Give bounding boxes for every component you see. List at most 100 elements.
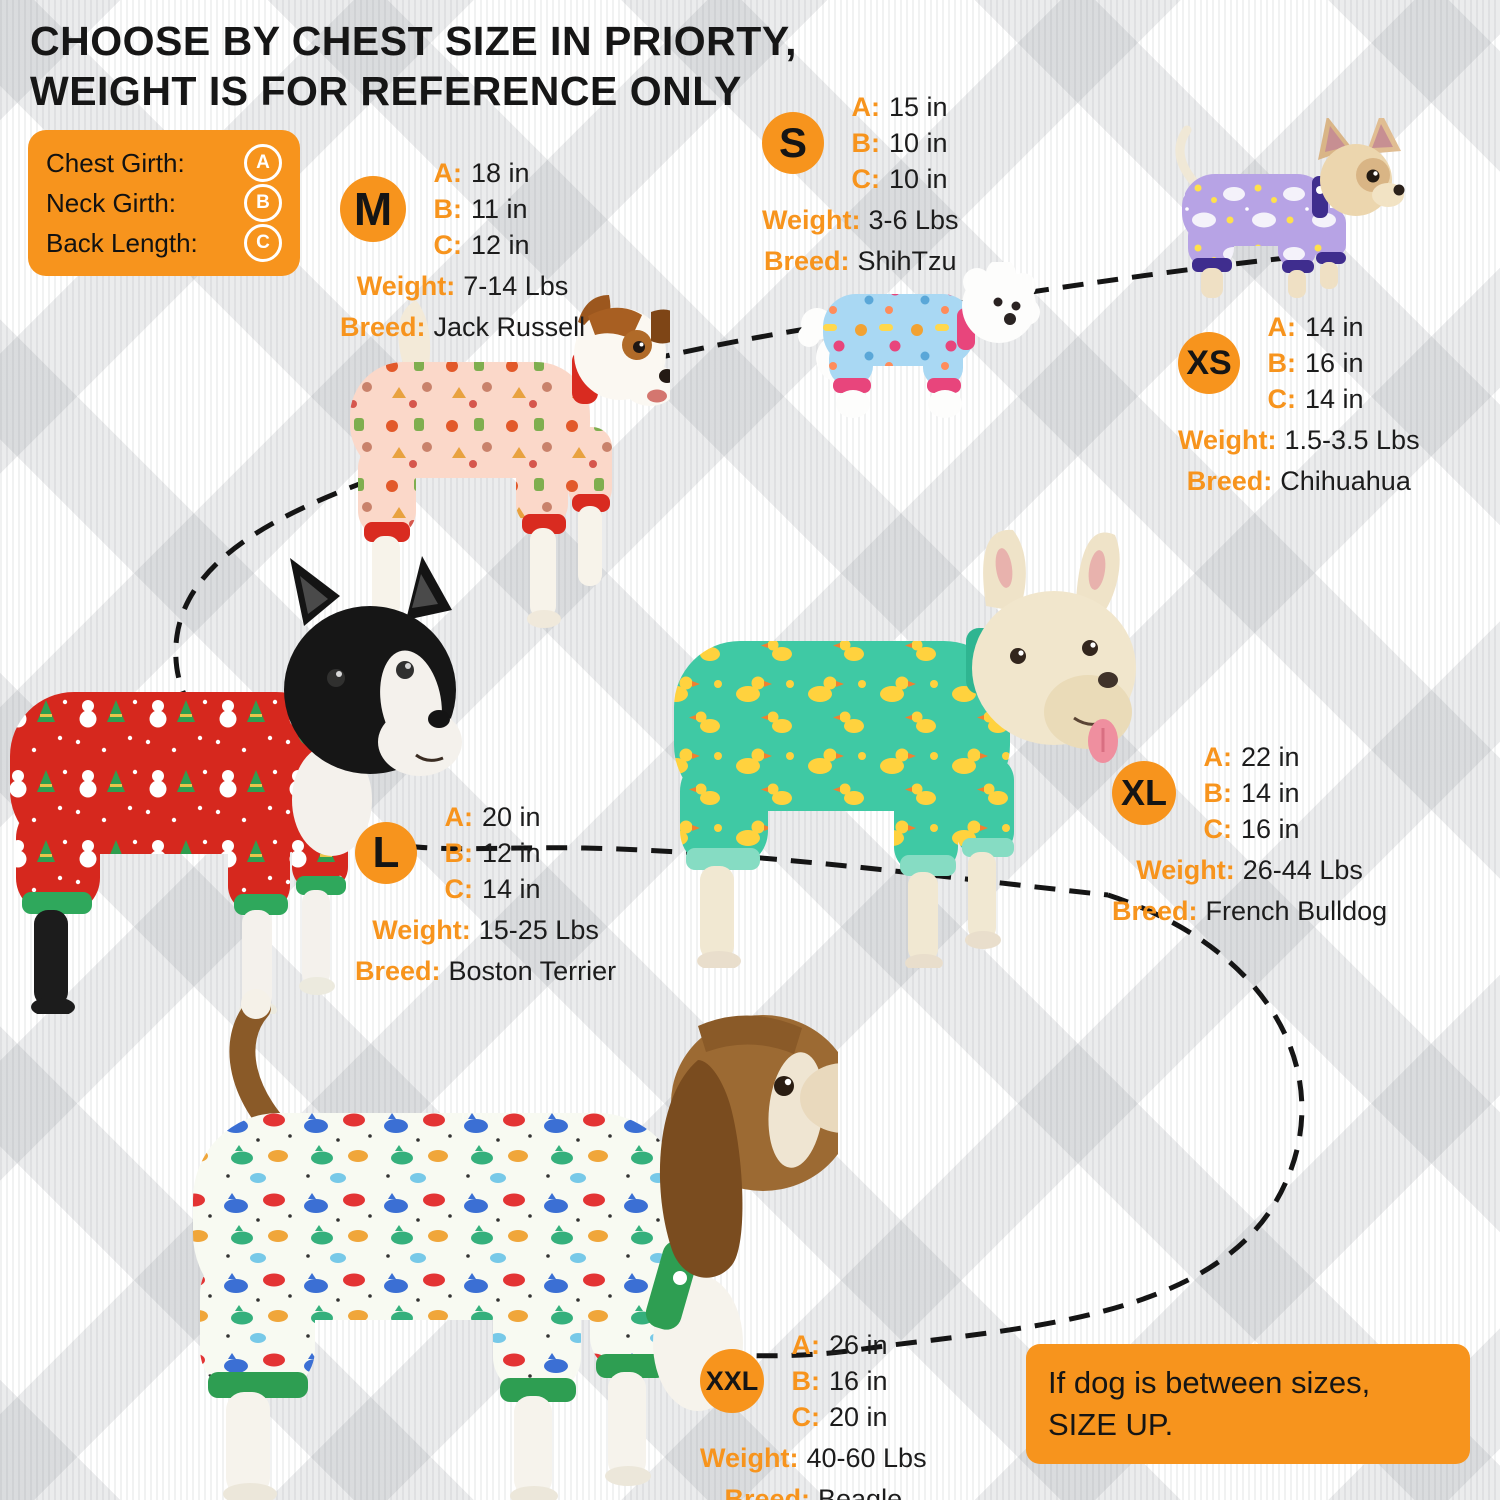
breed-row: Breed: Boston Terrier xyxy=(355,956,617,986)
neck-row: B: 14 in xyxy=(1188,778,1300,808)
legend-row-neck: Neck Girth: B xyxy=(46,184,282,222)
back-value: 14 in xyxy=(1305,384,1364,414)
chest-label: A: xyxy=(1267,312,1297,342)
chest-value: 20 in xyxy=(482,802,541,832)
beagle-head xyxy=(659,1015,838,1278)
measurement-legend: Chest Girth: A Neck Girth: B Back Length… xyxy=(28,130,300,276)
size-badge-s: S xyxy=(762,112,824,174)
back-label: C: xyxy=(791,1402,821,1432)
neck-label: B: xyxy=(1203,778,1233,808)
chest-value: 26 in xyxy=(829,1330,888,1360)
weight-row: Weight: 3-6 Lbs xyxy=(762,205,959,235)
weight-row: Weight: 15-25 Lbs xyxy=(372,915,599,945)
legend-row-back: Back Length: C xyxy=(46,224,282,262)
back-value: 10 in xyxy=(889,164,948,194)
size-block-m: M A: 18 in B: 11 in C: 12 in Weight: 7-14 Lb… xyxy=(340,158,585,342)
note-line-1: If dog is between sizes, xyxy=(1048,1365,1371,1400)
chest-row: A: 18 in xyxy=(418,158,530,188)
neck-label: B: xyxy=(791,1366,821,1396)
chest-row: A: 22 in xyxy=(1188,742,1300,772)
back-value: 20 in xyxy=(829,1402,888,1432)
legend-back-label: Back Length: xyxy=(46,227,198,258)
legend-row-chest: Chest Girth: A xyxy=(46,144,282,182)
boston-terrier-head xyxy=(284,556,462,776)
back-row: C: 14 in xyxy=(429,874,541,904)
chest-label: A: xyxy=(433,158,463,188)
neck-value: 16 in xyxy=(829,1366,888,1396)
back-value: 12 in xyxy=(471,230,530,260)
size-block-xs: XS A: 14 in B: 16 in C: 14 in Weight: 1.5-3.… xyxy=(1178,312,1420,496)
back-row: C: 12 in xyxy=(418,230,530,260)
neck-label: B: xyxy=(1267,348,1297,378)
french-bulldog-dog-photo xyxy=(674,529,1136,968)
back-label: C: xyxy=(1267,384,1297,414)
back-row: C: 10 in xyxy=(836,164,948,194)
title-line-2: WEIGHT IS FOR REFERENCE ONLY xyxy=(30,68,742,114)
neck-value: 14 in xyxy=(1241,778,1300,808)
title-line-1: CHOOSE BY CHEST SIZE IN PRIORTY, xyxy=(30,18,798,64)
back-label: C: xyxy=(433,230,463,260)
breed-row: Breed: Beagle xyxy=(724,1484,903,1500)
neck-row: B: 16 in xyxy=(1252,348,1364,378)
weight-row: Weight: 7-14 Lbs xyxy=(356,271,569,301)
neck-row: B: 11 in xyxy=(418,194,530,224)
size-badge-xl: XL xyxy=(1112,761,1176,825)
size-block-l: L A: 20 in B: 12 in C: 14 in Weight: 15-25 L… xyxy=(355,802,616,986)
back-value: 14 in xyxy=(482,874,541,904)
note-line-2: SIZE UP. xyxy=(1048,1407,1174,1442)
legend-neck-label: Neck Girth: xyxy=(46,187,177,218)
neck-value: 11 in xyxy=(471,194,528,224)
neck-value: 16 in xyxy=(1305,348,1364,378)
chest-value: 18 in xyxy=(471,158,530,188)
weight-row: Weight: 26-44 Lbs xyxy=(1136,855,1363,885)
size-block-xxl: XXL A: 26 in B: 16 in C: 20 in Weight: 40-60… xyxy=(700,1330,927,1500)
beagle-body xyxy=(193,989,743,1500)
neck-row: B: 12 in xyxy=(429,838,541,868)
back-label: C: xyxy=(1203,814,1233,844)
circle-c-icon: C xyxy=(244,224,282,262)
legend-chest-label: Chest Girth: xyxy=(46,147,185,178)
size-badge-xxl: XXL xyxy=(700,1349,764,1413)
back-label: C: xyxy=(444,874,474,904)
chest-row: A: 26 in xyxy=(776,1330,888,1360)
shihtzu-dog-photo xyxy=(798,262,1040,418)
circle-b-icon: B xyxy=(244,184,282,222)
chest-row: A: 14 in xyxy=(1252,312,1364,342)
page-title: CHOOSE BY CHEST SIZE IN PRIORTY, WEIGHT … xyxy=(30,16,930,116)
chest-value: 22 in xyxy=(1241,742,1300,772)
neck-label: B: xyxy=(433,194,463,224)
chest-label: A: xyxy=(1203,742,1233,772)
chest-row: A: 20 in xyxy=(429,802,541,832)
breed-row: Breed: ShihTzu xyxy=(763,246,957,276)
weight-row: Weight: 40-60 Lbs xyxy=(700,1443,927,1473)
neck-label: B: xyxy=(444,838,474,868)
neck-label: B: xyxy=(851,128,881,158)
weight-row: Weight: 1.5-3.5 Lbs xyxy=(1178,425,1420,455)
neck-row: B: 16 in xyxy=(776,1366,888,1396)
chest-label: A: xyxy=(851,92,881,122)
size-block-xl: XL A: 22 in B: 14 in C: 16 in Weight: 26-44 … xyxy=(1112,742,1387,926)
chest-value: 15 in xyxy=(889,92,948,122)
breed-row: Breed: French Bulldog xyxy=(1112,896,1388,926)
chest-value: 14 in xyxy=(1305,312,1364,342)
back-value: 16 in xyxy=(1241,814,1300,844)
neck-value: 12 in xyxy=(482,838,541,868)
size-badge-xs: XS xyxy=(1178,332,1240,394)
shihtzu-head xyxy=(962,262,1040,343)
size-up-note: If dog is between sizes, SIZE UP. xyxy=(1026,1344,1470,1464)
chest-row: A: 15 in xyxy=(836,92,948,122)
french-bulldog-body xyxy=(674,628,1014,968)
shihtzu-body xyxy=(798,294,975,418)
chest-label: A: xyxy=(791,1330,821,1360)
breed-row: Breed: Chihuahua xyxy=(1186,466,1411,496)
neck-row: B: 10 in xyxy=(836,128,948,158)
chihuahua-head xyxy=(1318,118,1405,216)
breed-row: Breed: Jack Russell xyxy=(340,312,586,342)
circle-a-icon: A xyxy=(244,144,282,182)
size-badge-m: M xyxy=(340,176,406,242)
back-row: C: 14 in xyxy=(1252,384,1364,414)
back-row: C: 20 in xyxy=(776,1402,888,1432)
chest-label: A: xyxy=(444,802,474,832)
size-block-s: S A: 15 in B: 10 in C: 10 in Weight: 3-6 Lbs… xyxy=(762,92,959,276)
